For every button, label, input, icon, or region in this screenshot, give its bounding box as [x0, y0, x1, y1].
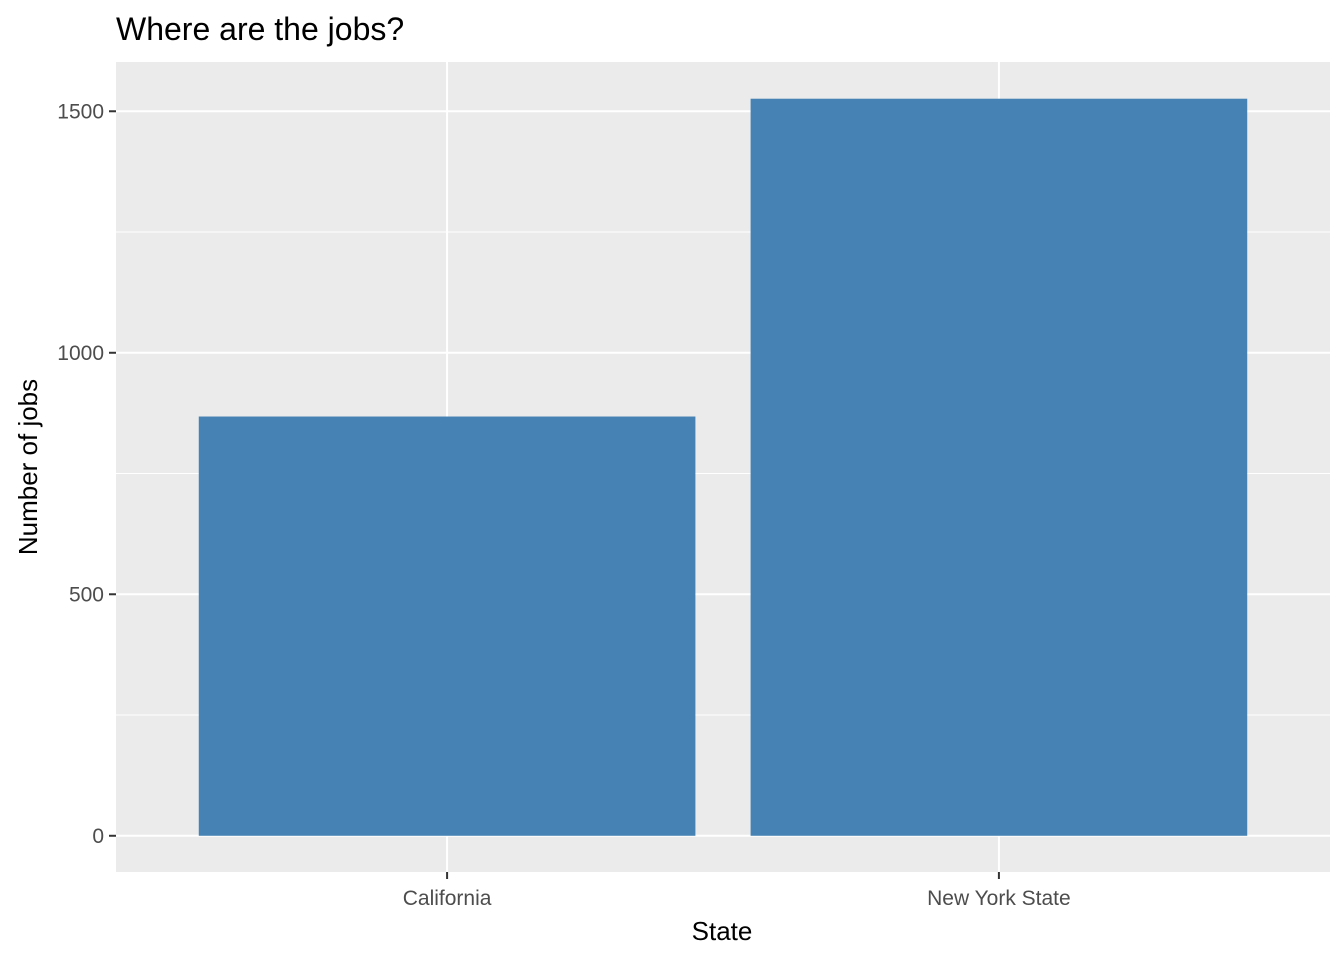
x-tick-label: New York State: [927, 887, 1071, 910]
y-tick-label: 0: [92, 825, 104, 848]
bar-new-york-state: [751, 99, 1248, 836]
y-tick-label: 1500: [57, 100, 104, 123]
y-tick-label: 500: [69, 583, 104, 606]
x-axis-title: State: [692, 916, 753, 946]
x-tick-label: California: [403, 887, 492, 910]
y-tick-label: 1000: [57, 342, 104, 365]
y-axis-title: Number of jobs: [13, 379, 43, 555]
chart-title: Where are the jobs?: [116, 11, 404, 47]
bar-california: [199, 417, 696, 836]
